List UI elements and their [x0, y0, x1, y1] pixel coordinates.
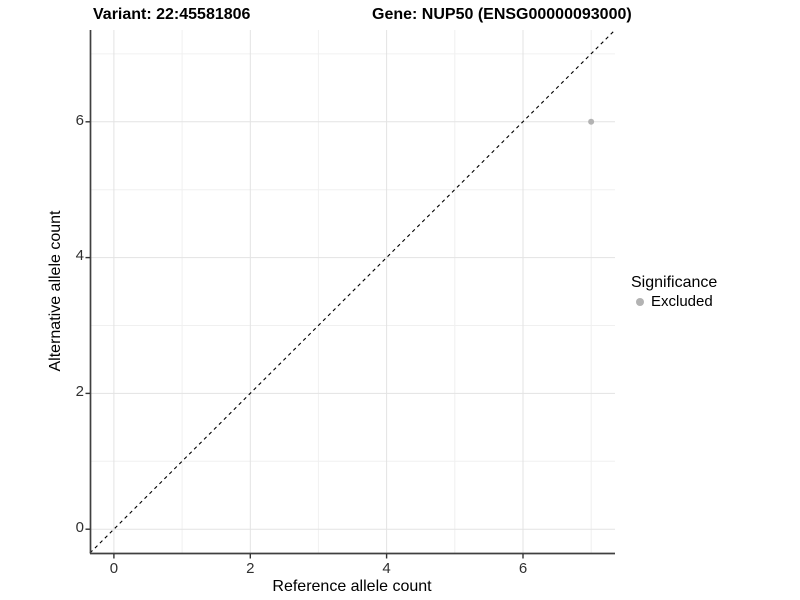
x-tick-label-0: 0	[109, 560, 119, 577]
identity-line	[89, 29, 616, 554]
legend-marker-excluded-icon	[636, 298, 644, 306]
data-point	[588, 118, 595, 125]
axis-lines	[89, 30, 615, 555]
tick-marks	[85, 121, 524, 559]
y-tick-label-4: 4	[75, 247, 84, 264]
y-tick-label-6: 6	[75, 112, 84, 129]
y-tick-label-2: 2	[75, 383, 84, 400]
x-tick-label-6: 6	[518, 560, 528, 577]
x-tick-label-2: 2	[246, 560, 255, 577]
legend-title: Significance	[631, 274, 718, 291]
y-axis-title: Alternative allele count	[47, 210, 64, 372]
legend-label-excluded: Excluded	[651, 293, 713, 310]
grid-minor-lines	[90, 30, 615, 553]
grid-major-lines	[90, 30, 615, 553]
x-axis-title: Reference allele count	[272, 578, 432, 595]
y-tick-label-0: 0	[75, 519, 84, 536]
data-points-layer	[588, 118, 595, 125]
gene-title: Gene: NUP50 (ENSG00000093000)	[372, 6, 632, 23]
variant-title: Variant: 22:45581806	[93, 6, 251, 23]
x-tick-label-4: 4	[382, 560, 391, 577]
